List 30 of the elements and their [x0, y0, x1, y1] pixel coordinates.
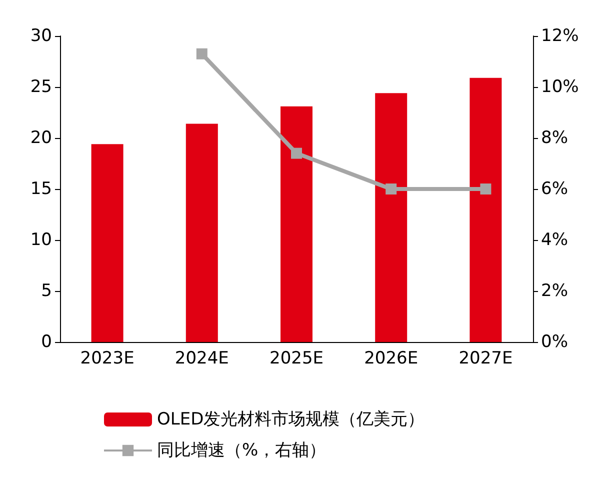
bar — [91, 144, 124, 342]
y-tick-label: 25 — [30, 77, 52, 97]
point — [386, 184, 397, 194]
legend-label: OLED发光材料市场规模（亿美元） — [157, 410, 425, 430]
x-tick-label: 2023E — [80, 348, 134, 368]
y2-tick-label: 2% — [541, 281, 568, 301]
y-tick-label: 20 — [30, 128, 52, 148]
bar — [470, 78, 502, 342]
point — [196, 48, 208, 60]
x-tick-label: 2025E — [269, 348, 324, 368]
y-tick-label: 0 — [41, 332, 52, 352]
y2-tick-label: 8% — [541, 128, 568, 148]
y2-tick-label: 10% — [541, 77, 579, 97]
y2-tick-label: 4% — [541, 230, 568, 250]
y-tick-label: 30 — [30, 26, 52, 46]
bar — [186, 124, 218, 342]
point — [291, 148, 302, 159]
legend-label: 同比增速（%，右轴） — [157, 440, 326, 460]
bar — [280, 106, 312, 342]
y-tick-label: 15 — [30, 179, 52, 199]
y2-tick-label: 6% — [541, 179, 568, 199]
x-tick-label: 2024E — [174, 348, 229, 368]
x-tick-label: 2027E — [458, 348, 513, 368]
y2-tick-label: 12% — [541, 26, 579, 46]
x-tick-label: 2026E — [364, 348, 418, 368]
point — [480, 184, 492, 194]
y2-tick-label: 0% — [541, 332, 568, 352]
y-tick-label: 10 — [30, 230, 52, 250]
y-tick-label: 5 — [41, 281, 52, 301]
bar — [375, 93, 408, 342]
